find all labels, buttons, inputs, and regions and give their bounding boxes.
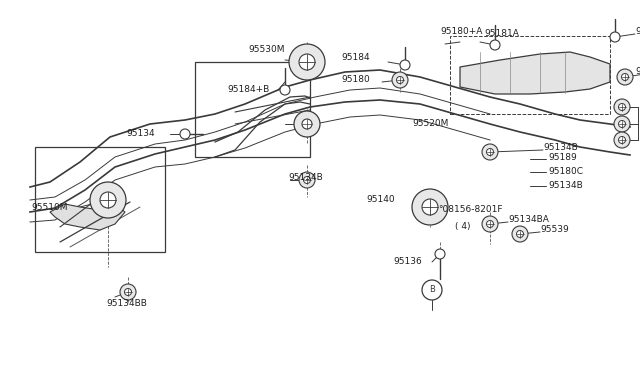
Circle shape — [397, 77, 403, 83]
Text: 95134: 95134 — [126, 129, 155, 138]
Circle shape — [392, 72, 408, 88]
Circle shape — [610, 32, 620, 42]
Bar — [35, 147, 165, 252]
Circle shape — [617, 69, 633, 85]
Circle shape — [412, 189, 448, 225]
Circle shape — [299, 54, 315, 70]
Circle shape — [614, 132, 630, 148]
Text: 95134BB: 95134BB — [106, 299, 147, 308]
Circle shape — [100, 192, 116, 208]
Text: B: B — [429, 285, 435, 295]
Text: 95134BA: 95134BA — [508, 215, 549, 224]
Text: 95180C: 95180C — [548, 167, 583, 176]
Text: 95180: 95180 — [341, 76, 370, 84]
Circle shape — [280, 85, 290, 95]
Circle shape — [482, 216, 498, 232]
Text: 95181A: 95181A — [484, 29, 519, 38]
Circle shape — [618, 103, 625, 110]
Text: 95136: 95136 — [393, 257, 422, 266]
Text: ( 4): ( 4) — [455, 222, 470, 231]
Bar — [195, 62, 310, 157]
Text: 95134B: 95134B — [543, 142, 578, 151]
Circle shape — [302, 119, 312, 129]
Circle shape — [435, 249, 445, 259]
Circle shape — [294, 111, 320, 137]
Circle shape — [303, 176, 310, 183]
Circle shape — [618, 137, 625, 144]
Circle shape — [486, 148, 493, 155]
Text: 95520M: 95520M — [412, 119, 449, 128]
Circle shape — [400, 60, 410, 70]
Text: 95140: 95140 — [366, 196, 395, 205]
Polygon shape — [460, 52, 610, 94]
Text: 95184+B: 95184+B — [228, 86, 270, 94]
Circle shape — [614, 116, 630, 132]
Bar — [450, 36, 610, 114]
Circle shape — [422, 280, 442, 300]
Circle shape — [299, 172, 315, 188]
Text: 95184+A: 95184+A — [635, 28, 640, 36]
Text: 95530M: 95530M — [248, 45, 285, 55]
Circle shape — [621, 74, 628, 80]
Circle shape — [614, 99, 630, 115]
Circle shape — [422, 199, 438, 215]
Circle shape — [618, 121, 625, 128]
Circle shape — [482, 144, 498, 160]
Text: 95184: 95184 — [341, 52, 370, 61]
Circle shape — [490, 40, 500, 50]
Circle shape — [289, 44, 325, 80]
Circle shape — [180, 129, 190, 139]
Circle shape — [90, 182, 126, 218]
Text: 95180N: 95180N — [635, 67, 640, 77]
Circle shape — [516, 231, 524, 237]
Polygon shape — [50, 204, 125, 230]
Text: 95189: 95189 — [548, 153, 577, 161]
Text: 95180+A: 95180+A — [440, 28, 483, 36]
Circle shape — [120, 284, 136, 300]
Text: 95134B: 95134B — [548, 180, 583, 189]
Text: °08156-8201F: °08156-8201F — [438, 205, 502, 215]
Text: 95539: 95539 — [540, 225, 569, 234]
Circle shape — [486, 221, 493, 228]
Text: 95134B: 95134B — [288, 173, 323, 182]
Circle shape — [125, 289, 131, 295]
Text: 95510M: 95510M — [31, 202, 68, 212]
Circle shape — [512, 226, 528, 242]
